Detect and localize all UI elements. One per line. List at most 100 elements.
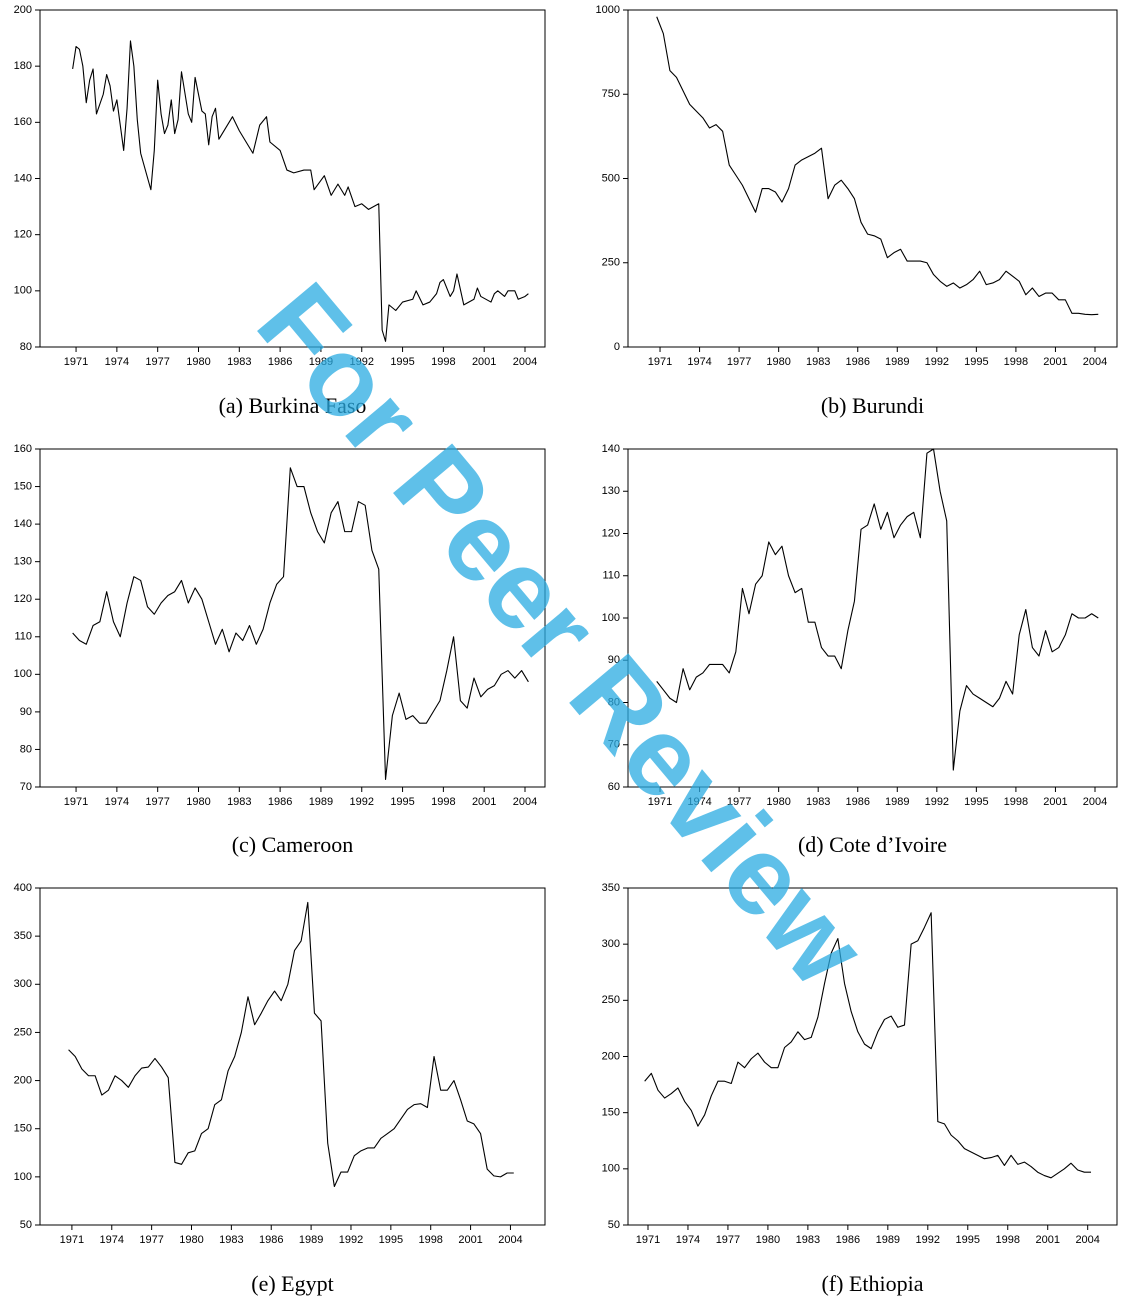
x-tick-label: 2001 — [1043, 796, 1067, 808]
charts: 80 100 120 140 160 180 200 1971 1974 1977 1980 1983… — [14, 4, 1118, 1296]
y-tick-label: 100 — [602, 612, 620, 624]
y-tick-label: 160 — [14, 443, 32, 455]
y-tick-label: 140 — [602, 443, 620, 455]
chart-caption: (b) Burundi — [821, 393, 924, 418]
data-line — [644, 912, 1092, 1179]
x-tick-label: 1992 — [350, 796, 374, 808]
x-tick-label: 2001 — [1035, 1234, 1059, 1246]
plot-frame — [627, 9, 1118, 348]
y-tick-label: 180 — [14, 60, 32, 72]
x-tick-label: 1989 — [299, 1234, 323, 1246]
plot-frame — [39, 448, 546, 788]
x-tick-label: 1998 — [431, 356, 455, 368]
x-tick-label: 1989 — [885, 356, 909, 368]
data-line — [68, 901, 514, 1188]
x-tick-label: 1998 — [418, 1234, 442, 1246]
y-tick-label: 130 — [14, 556, 32, 568]
y-tick-label: 50 — [608, 1219, 620, 1231]
x-tick-label: 1983 — [227, 356, 251, 368]
x-tick-label: 1974 — [105, 796, 129, 808]
x-tick-label: 1977 — [139, 1234, 163, 1246]
x-tick-label: 1986 — [845, 796, 869, 808]
x-tick-label: 1974 — [676, 1234, 700, 1246]
x-tick-label: 1989 — [876, 1234, 900, 1246]
x-tick-label: 1995 — [390, 796, 414, 808]
y-tick-label: 110 — [14, 631, 32, 643]
x-tick-label: 1986 — [268, 356, 292, 368]
y-tick-label: 500 — [602, 172, 620, 184]
y-tick-label: 50 — [20, 1219, 32, 1231]
x-tick-label: 1995 — [956, 1234, 980, 1246]
y-tick-label: 750 — [602, 88, 620, 100]
y-tick-label: 160 — [14, 116, 32, 128]
y-tick-label: 300 — [14, 978, 32, 990]
chart-panel: 0 250 500 750 1000 1971 1974 1977 1980 1983 1986 19… — [596, 4, 1118, 418]
chart-caption: (f) Ethiopia — [821, 1271, 923, 1296]
y-tick-label: 110 — [602, 570, 620, 582]
y-tick-label: 300 — [602, 938, 620, 950]
x-tick-label: 1992 — [350, 356, 374, 368]
x-tick-label: 1983 — [796, 1234, 820, 1246]
y-tick-label: 350 — [14, 930, 32, 942]
chart-caption: (c) Cameroon — [232, 832, 354, 857]
y-tick-label: 250 — [602, 257, 620, 269]
x-tick-label: 1983 — [806, 796, 830, 808]
x-tick-label: 2004 — [513, 796, 537, 808]
x-tick-label: 1980 — [186, 796, 210, 808]
y-tick-label: 100 — [14, 668, 32, 680]
x-tick-label: 1974 — [100, 1234, 124, 1246]
y-tick-label: 250 — [602, 994, 620, 1006]
x-tick-label: 1971 — [648, 356, 672, 368]
y-tick-label: 200 — [602, 1050, 620, 1062]
x-tick-label: 1998 — [995, 1234, 1019, 1246]
x-tick-label: 1974 — [105, 356, 129, 368]
x-tick-label: 2004 — [1083, 356, 1107, 368]
x-tick-label: 1995 — [964, 356, 988, 368]
x-tick-label: 1998 — [1004, 796, 1028, 808]
x-tick-label: 1986 — [845, 356, 869, 368]
x-tick-label: 1983 — [227, 796, 251, 808]
y-tick-label: 200 — [14, 4, 32, 16]
y-tick-label: 400 — [14, 882, 32, 894]
chart-caption: (a) Burkina Faso — [219, 393, 367, 418]
x-tick-label: 1986 — [259, 1234, 283, 1246]
data-line — [656, 448, 1099, 771]
x-tick-label: 1983 — [806, 356, 830, 368]
x-tick-label: 1986 — [268, 796, 292, 808]
x-tick-label: 1992 — [925, 796, 949, 808]
y-tick-label: 100 — [14, 285, 32, 297]
x-tick-label: 1971 — [60, 1234, 84, 1246]
x-tick-label: 1974 — [687, 796, 711, 808]
x-tick-label: 1980 — [186, 356, 210, 368]
data-line — [656, 16, 1099, 316]
x-tick-label: 2001 — [1043, 356, 1067, 368]
x-tick-label: 1971 — [648, 796, 672, 808]
chart-panel: 80 100 120 140 160 180 200 1971 1974 1977 1980 1983… — [14, 4, 546, 418]
y-tick-label: 120 — [602, 527, 620, 539]
x-tick-label: 1998 — [431, 796, 455, 808]
y-tick-label: 0 — [614, 341, 620, 353]
x-tick-label: 1977 — [727, 796, 751, 808]
x-tick-label: 1989 — [309, 356, 333, 368]
y-tick-label: 250 — [14, 1026, 32, 1038]
x-tick-label: 1974 — [687, 356, 711, 368]
x-tick-label: 1971 — [64, 356, 88, 368]
x-tick-label: 2001 — [472, 356, 496, 368]
y-tick-label: 200 — [14, 1074, 32, 1086]
y-tick-label: 90 — [20, 706, 32, 718]
x-tick-label: 1998 — [1004, 356, 1028, 368]
y-tick-label: 100 — [14, 1171, 32, 1183]
chart-panel: 50 100 150 200 250 300 350 1971 1974 1977 1980 1983… — [602, 882, 1118, 1296]
chart-caption: (e) Egypt — [251, 1271, 333, 1296]
x-tick-label: 2001 — [472, 796, 496, 808]
x-tick-label: 1977 — [145, 356, 169, 368]
x-tick-label: 1995 — [379, 1234, 403, 1246]
y-tick-label: 150 — [14, 1123, 32, 1135]
y-tick-label: 150 — [14, 480, 32, 492]
x-tick-label: 1980 — [766, 356, 790, 368]
x-tick-label: 1977 — [716, 1234, 740, 1246]
x-tick-label: 1977 — [145, 796, 169, 808]
x-tick-label: 1992 — [339, 1234, 363, 1246]
data-line — [72, 40, 529, 342]
y-tick-label: 90 — [608, 654, 620, 666]
